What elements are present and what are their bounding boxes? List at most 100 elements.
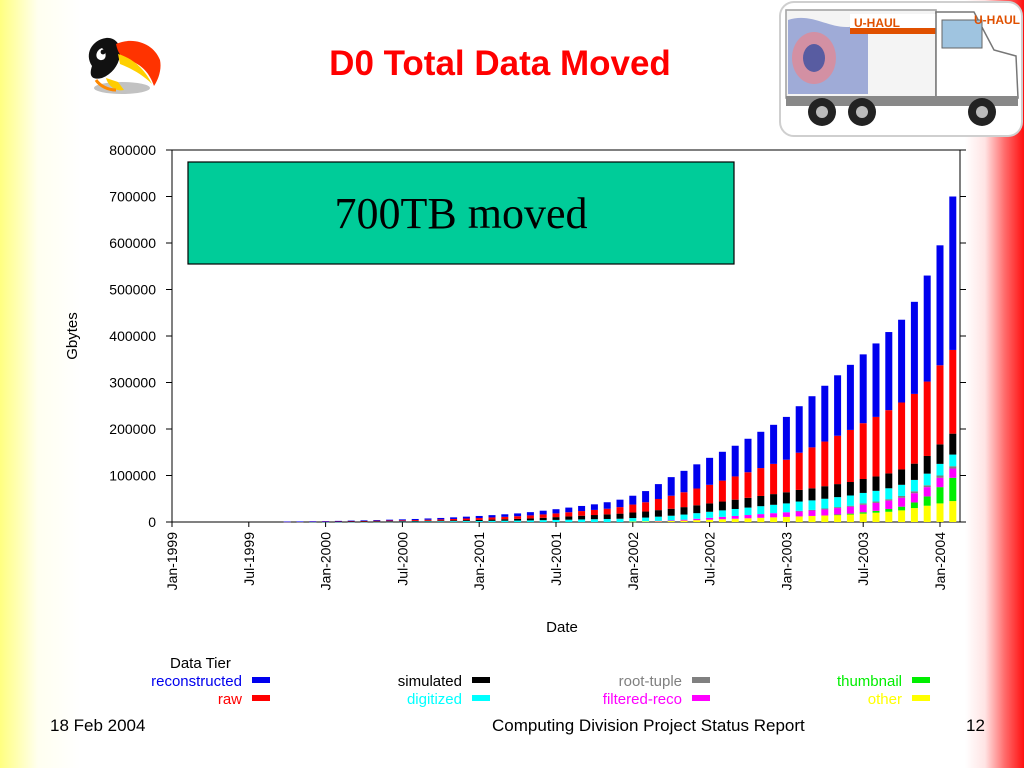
bar-segment-raw <box>846 429 854 483</box>
bar-segment-digitized <box>488 520 496 522</box>
bar-segment-reconstructed <box>770 424 778 464</box>
legend-label-thumbnail: thumbnail <box>837 673 902 690</box>
bar-segment-digitized <box>411 521 419 523</box>
bar-segment-raw <box>885 410 893 474</box>
bar-segment-digitized <box>821 498 829 509</box>
bar-segment-raw <box>936 365 944 445</box>
x-tick-label: Jan-2002 <box>625 532 641 591</box>
bar-segment-reconstructed <box>283 521 291 523</box>
bar-segment-reconstructed <box>910 301 918 394</box>
y-tick-label: 300000 <box>109 375 156 391</box>
bar-segment-digitized <box>616 518 624 522</box>
x-tick-label: Jul-2002 <box>702 532 718 586</box>
bar-segment-root-tuple <box>949 466 957 469</box>
bar-segment-reconstructed <box>808 396 816 448</box>
bar-segment-root-tuple <box>885 499 893 501</box>
bar-segment-digitized <box>603 518 611 522</box>
bar-segment-raw <box>398 520 406 522</box>
bar-segment-root-tuple <box>795 510 803 512</box>
annotation-box <box>187 161 735 265</box>
bar-segment-root-tuple <box>834 507 842 509</box>
bar-segment-other <box>693 520 701 522</box>
bar-segment-root-tuple <box>846 505 854 507</box>
bar-segment-reconstructed <box>949 196 957 350</box>
footer-title: Computing Division Project Status Report <box>492 716 805 735</box>
bar-segment-simulated <box>667 508 675 516</box>
bar-segment-reconstructed <box>398 519 406 521</box>
bar-segment-reconstructed <box>834 375 842 436</box>
bar-segment-raw <box>706 484 714 504</box>
bar-segment-filtered-reco <box>757 514 765 518</box>
bar-segment-reconstructed <box>514 513 522 517</box>
bar-segment-simulated <box>360 521 368 522</box>
bar-segment-digitized <box>539 520 547 522</box>
bar-segment-simulated <box>770 494 778 505</box>
bar-segment-raw <box>475 518 483 520</box>
bar-segment-digitized <box>475 520 483 522</box>
bar-segment-reconstructed <box>322 521 330 522</box>
bar-segment-simulated <box>821 486 829 499</box>
bar-segment-root-tuple <box>872 501 880 503</box>
bar-segment-root-tuple <box>910 491 918 494</box>
bar-segment-reconstructed <box>475 515 483 519</box>
y-tick-label: 700000 <box>109 189 156 205</box>
y-tick-label: 400000 <box>109 328 156 344</box>
bar-segment-raw <box>859 423 867 479</box>
bar-segment-digitized <box>680 514 688 520</box>
slide-title: D0 Total Data Moved <box>329 44 671 83</box>
uhaul-truck-logo: U-HAUL U-HAUL <box>779 1 1023 137</box>
bar-segment-digitized <box>578 519 586 522</box>
bar-segment-simulated <box>731 499 739 509</box>
bar-segment-simulated <box>347 521 355 523</box>
legend-label-filtered-reco: filtered-reco <box>603 691 682 708</box>
bar-segment-reconstructed <box>782 416 790 460</box>
bar-segment-thumbnail <box>949 477 957 502</box>
bar-segment-simulated <box>424 520 432 522</box>
legend-label-root-tuple: root-tuple <box>619 673 682 690</box>
bar-segment-simulated <box>539 517 547 521</box>
page-number: 12 <box>966 716 985 735</box>
bar-segment-other <box>885 511 893 522</box>
y-tick-label: 0 <box>148 514 156 530</box>
x-tick-label: Jul-2003 <box>855 532 871 586</box>
bar-segment-simulated <box>885 473 893 489</box>
bar-segment-reconstructed <box>846 364 854 430</box>
legend-label-other: other <box>868 691 902 708</box>
bar-segment-raw <box>603 508 611 515</box>
bar-segment-digitized <box>386 521 394 523</box>
bar-segment-digitized <box>667 515 675 521</box>
y-tick-label: 500000 <box>109 282 156 298</box>
bar-segment-reconstructed <box>411 518 419 521</box>
bar-segment-simulated <box>590 515 598 520</box>
bar-segment-digitized <box>693 513 701 519</box>
bar-segment-simulated <box>642 511 650 518</box>
bar-segment-simulated <box>526 518 534 521</box>
bar-segment-simulated <box>795 489 803 502</box>
bar-segment-raw <box>552 513 560 518</box>
bar-segment-filtered-reco <box>667 520 675 521</box>
bar-segment-reconstructed <box>552 509 560 514</box>
bar-segment-digitized <box>718 510 726 517</box>
bar-segment-simulated <box>718 501 726 511</box>
bar-segment-raw <box>373 520 381 522</box>
bar-segment-raw <box>949 349 957 434</box>
legend-label-simulated: simulated <box>398 673 462 690</box>
bar-segment-reconstructed <box>629 495 637 505</box>
bar-segment-simulated <box>386 521 394 522</box>
bar-segment-raw <box>654 498 662 511</box>
bar-segment-digitized <box>757 506 765 515</box>
bar-segment-digitized <box>949 454 957 467</box>
bar-segment-filtered-reco <box>898 497 906 507</box>
bar-segment-raw <box>910 393 918 464</box>
legend-swatch-digitized <box>472 695 490 701</box>
bar-segment-simulated <box>398 521 406 522</box>
bar-segment-simulated <box>629 512 637 519</box>
bar-segment-digitized <box>846 495 854 506</box>
bar-segment-reconstructed <box>347 520 355 522</box>
bar-segment-raw <box>450 518 458 521</box>
bar-segment-simulated <box>616 513 624 519</box>
bar-segment-reconstructed <box>603 502 611 509</box>
bar-segment-filtered-reco <box>846 506 854 514</box>
bar-segment-root-tuple <box>898 495 906 498</box>
bar-segment-raw <box>539 514 547 518</box>
